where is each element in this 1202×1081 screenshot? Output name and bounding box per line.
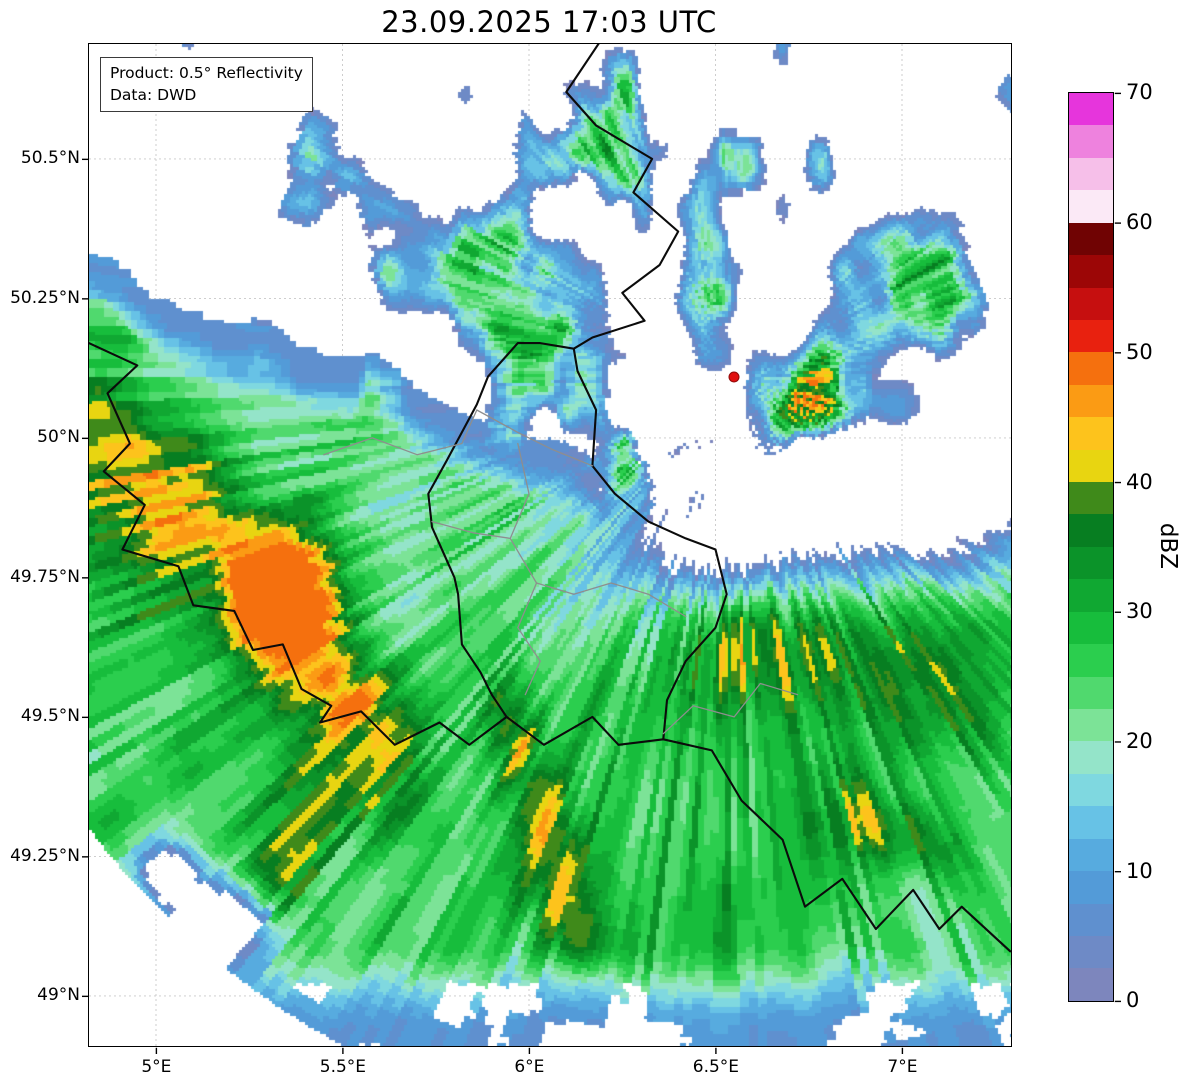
colorbar-segment <box>1069 222 1113 256</box>
colorbar-axis-label: dBZ <box>1155 522 1181 570</box>
colorbar-segment <box>1069 871 1113 904</box>
colorbar-tick-label: 70 <box>1126 80 1153 105</box>
lon-tick-label: 6.5°E <box>692 1057 740 1077</box>
colorbar-segment <box>1069 806 1113 839</box>
colorbar-segment <box>1069 157 1113 191</box>
colorbar-segment <box>1069 319 1113 353</box>
colorbar-segment <box>1069 352 1113 385</box>
colorbar-segment <box>1069 644 1113 677</box>
colorbar-segment <box>1069 287 1113 320</box>
lon-tick-label: 5.5°E <box>319 1057 367 1077</box>
colorbar-tick-label: 40 <box>1126 469 1153 494</box>
lat-tick-label: 49.75°N <box>10 566 80 587</box>
product-line: Product: 0.5° Reflectivity <box>110 64 303 82</box>
colorbar-segment <box>1069 709 1113 742</box>
lat-tick-label: 49.25°N <box>10 845 80 866</box>
lat-tick-label: 50.25°N <box>10 287 80 308</box>
product-annotation-box: Product: 0.5° Reflectivity Data: DWD <box>100 57 313 112</box>
colorbar-tick-label: 10 <box>1126 858 1153 883</box>
radar-site-marker <box>728 371 740 383</box>
lon-tick-label: 5°E <box>141 1057 172 1077</box>
colorbar-segment <box>1069 676 1113 710</box>
lat-tick-label: 50°N <box>37 427 80 448</box>
radar-field-canvas <box>89 44 1011 1046</box>
colorbar-segment <box>1069 903 1113 936</box>
page-title: 23.09.2025 17:03 UTC <box>381 5 717 39</box>
colorbar-segment <box>1069 611 1113 645</box>
colorbar-tick-label: 60 <box>1126 210 1153 235</box>
colorbar-segment <box>1069 514 1113 547</box>
colorbar-segment <box>1069 190 1113 223</box>
colorbar-segment <box>1069 741 1113 774</box>
colorbar-tick-label: 0 <box>1126 988 1140 1013</box>
colorbar-segment <box>1069 482 1113 515</box>
lon-tick-label: 7°E <box>887 1057 918 1077</box>
colorbar-segment <box>1069 546 1113 580</box>
colorbar-segment <box>1069 417 1113 450</box>
lon-tick-label: 6°E <box>514 1057 545 1077</box>
colorbar-segment <box>1069 773 1113 807</box>
colorbar-segment <box>1069 93 1113 126</box>
colorbar-tick-label: 50 <box>1126 339 1153 364</box>
map-plot-area: Product: 0.5° Reflectivity Data: DWD <box>88 43 1012 1047</box>
colorbar-segment <box>1069 935 1113 969</box>
colorbar-segment <box>1069 125 1113 158</box>
lat-tick-label: 49.5°N <box>20 706 80 727</box>
lat-tick-label: 50.5°N <box>20 148 80 169</box>
colorbar-tick-label: 20 <box>1126 728 1153 753</box>
colorbar-segment <box>1069 449 1113 483</box>
colorbar-segment <box>1069 968 1113 1001</box>
lat-tick-label: 49°N <box>37 985 80 1006</box>
colorbar-segment <box>1069 579 1113 612</box>
colorbar-segment <box>1069 384 1113 418</box>
colorbar <box>1068 92 1114 1002</box>
colorbar-tick-label: 30 <box>1126 599 1153 624</box>
data-source-line: Data: DWD <box>110 86 197 104</box>
colorbar-segment <box>1069 255 1113 288</box>
colorbar-segment <box>1069 838 1113 872</box>
